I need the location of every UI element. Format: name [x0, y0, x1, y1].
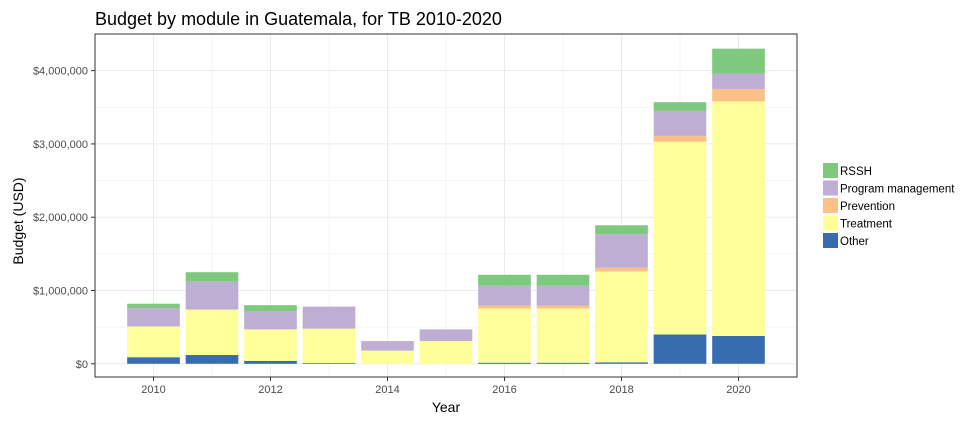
bar-segment-rssh — [536, 274, 590, 286]
y-tick-label: $2,000,000 — [33, 212, 88, 224]
legend: RSSH Program management Prevention Treatmen… — [823, 163, 955, 248]
x-tick-label: 2012 — [258, 384, 282, 396]
legend-label: Program management — [840, 184, 955, 196]
bar-segment-treatment — [419, 341, 473, 364]
x-tick-label: 2018 — [609, 384, 633, 396]
bar-segment-program-management — [595, 234, 648, 268]
legend-key — [823, 233, 838, 248]
bar-segment-other — [244, 360, 297, 364]
x-axis-title: Year — [432, 399, 461, 415]
bar-segment-treatment — [595, 271, 648, 363]
legend-label: Other — [840, 236, 869, 248]
bar-segment-prevention — [478, 305, 531, 309]
bar-segment-rssh — [653, 102, 707, 111]
panel-border — [94, 33, 798, 378]
bar-segment-prevention — [712, 88, 765, 102]
bar-segment-treatment — [244, 329, 297, 361]
bar-segment-treatment — [302, 328, 356, 364]
bar-segment-program-management — [127, 308, 180, 327]
bar-segment-program-management — [536, 285, 590, 306]
bar-segment-treatment — [127, 326, 180, 358]
bar-segment-other — [185, 355, 239, 364]
y-tick-label: $1,000,000 — [33, 286, 88, 298]
bar-segment-treatment — [478, 308, 531, 363]
y-axis: $0 $1,000,000 $2,000,000 $3,000,000 $4,000,0… — [33, 66, 95, 371]
bar-segment-rssh — [478, 274, 531, 286]
bar-segment-program-management — [478, 285, 531, 306]
legend-key — [823, 198, 838, 213]
bar-segment-prevention — [653, 135, 707, 142]
legend-key — [823, 215, 838, 231]
plot-panel — [94, 33, 798, 378]
bar-segment-program-management — [361, 341, 414, 351]
bar-segment-program-management — [419, 329, 473, 342]
bar-segment-rssh — [185, 272, 239, 282]
bar-segment-treatment — [712, 101, 765, 336]
bar-segment-other — [712, 335, 765, 364]
y-tick-label: $0 — [76, 359, 88, 371]
bar-segment-program-management — [244, 311, 297, 330]
legend-label: RSSH — [840, 166, 872, 178]
x-tick-label: 2020 — [726, 384, 750, 396]
x-tick-label: 2014 — [375, 384, 399, 396]
x-axis: 2010 2012 2014 2016 2018 2020 — [141, 377, 751, 396]
bar-segment-other — [536, 362, 590, 364]
bar-segment-rssh — [127, 303, 180, 309]
bar-segment-prevention — [595, 267, 648, 272]
bar-segment-other — [653, 334, 707, 364]
y-tick-label: $3,000,000 — [33, 139, 88, 151]
y-axis-title: Budget (USD) — [10, 177, 26, 264]
bar-segment-prevention — [536, 305, 590, 309]
x-tick-label: 2016 — [492, 384, 516, 396]
bar-segment-other — [302, 363, 356, 364]
bar-segment-program-management — [185, 281, 239, 310]
chart-title: Budget by module in Guatemala, for TB 20… — [95, 9, 502, 29]
bar-segment-other — [595, 362, 648, 364]
bar-segment-treatment — [653, 141, 707, 335]
bar-segment-program-management — [302, 306, 356, 329]
bar-segment-other — [478, 362, 531, 364]
x-tick-label: 2010 — [141, 384, 165, 396]
bar-segment-rssh — [244, 305, 297, 312]
bar-segment-rssh — [595, 225, 648, 235]
legend-label: Prevention — [840, 201, 895, 213]
legend-key — [823, 180, 838, 196]
bar-segment-rssh — [712, 48, 765, 74]
bar-segment-other — [127, 357, 180, 364]
legend-key — [823, 163, 838, 178]
bar-segment-treatment — [536, 308, 590, 363]
y-tick-label: $4,000,000 — [33, 66, 88, 78]
bar-segment-program-management — [712, 73, 765, 89]
bar-segment-program-management — [653, 110, 707, 136]
legend-label: Treatment — [840, 219, 893, 231]
bar-segment-treatment — [185, 309, 239, 356]
bar-segment-treatment — [361, 350, 414, 364]
